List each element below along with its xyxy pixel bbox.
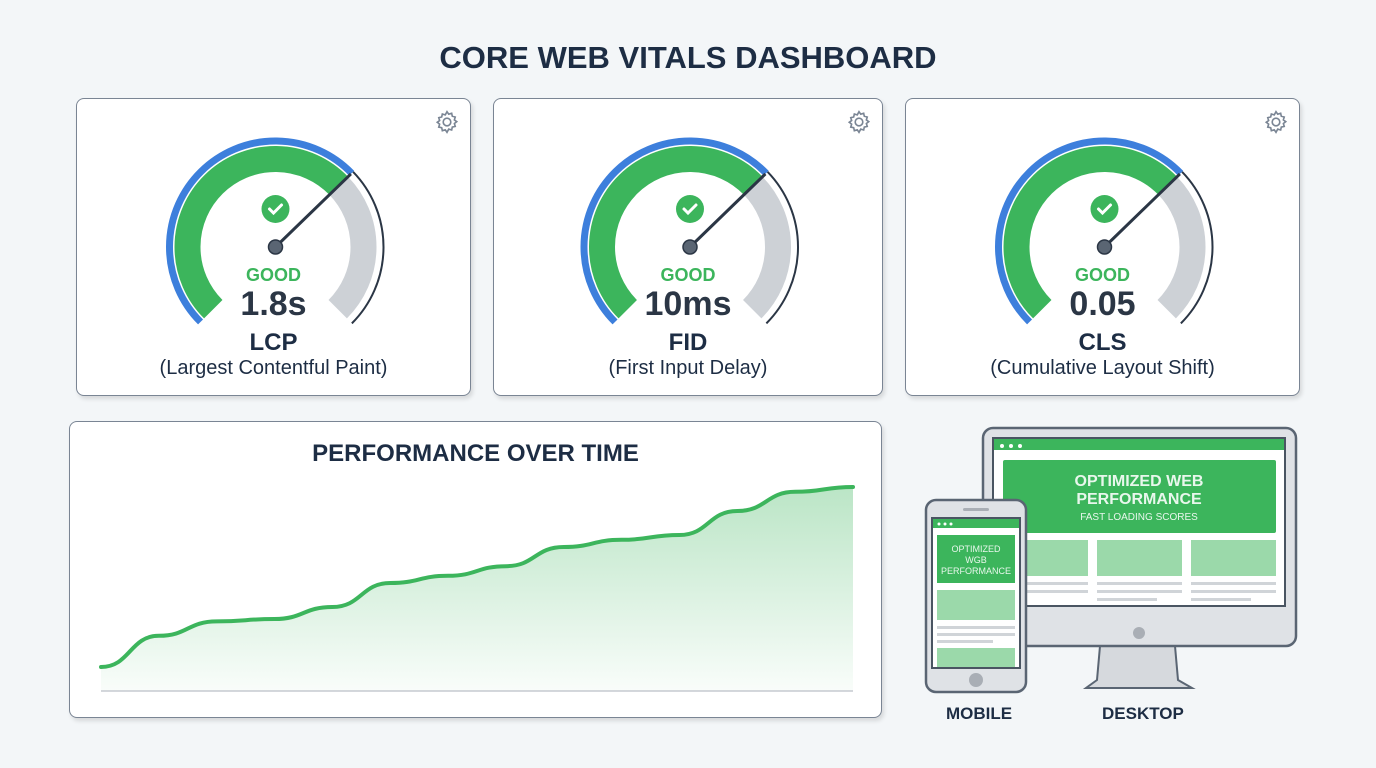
metric-full-name: (Cumulative Layout Shift) [990,357,1215,379]
gauge-needle [688,172,767,249]
mobile-phone: OPTIMIZED WGB PERFORMANCE [924,498,1028,694]
metric-abbr: FID [668,329,708,356]
metric-full-name: (First Input Delay) [608,357,768,379]
chart-line [99,485,855,669]
metric-abbr: CLS [1078,329,1127,356]
gauge-outline-arc [765,171,799,325]
page-title: CORE WEB VITALS DASHBOARD [439,40,937,75]
gauge-grey-arc [1157,176,1206,319]
gauge-grey-arc [328,176,377,319]
gauge-blue-arc [165,137,355,325]
gauge-outline-arc [1180,171,1214,325]
svg-text:PERFORMANCE: PERFORMANCE [941,566,1011,576]
gauge [580,137,799,325]
gauge-blue-arc [580,137,769,325]
gauge-grey-arc [742,176,791,319]
desktop-label: DESKTOP [1102,704,1184,723]
performance-chart [99,485,855,692]
gauge-blue-arc [994,137,1184,325]
gauge-outline-arc [351,171,385,325]
gauge-green-arc [174,145,349,319]
chart-area [101,487,853,691]
gauge [994,137,1214,325]
metric-value: 1.8s [240,285,307,323]
mobile-label: MOBILE [946,704,1013,723]
gear-icon[interactable] [1263,109,1289,135]
svg-text:PERFORMANCE: PERFORMANCE [1076,491,1202,508]
performance-card: PERFORMANCE OVER TIME [69,421,882,718]
metric-full-name: (Largest Contentful Paint) [159,357,388,379]
gauge-green-arc [1003,145,1178,319]
metric-card-lcp: GOOD 1.8s LCP (Largest Contentful Paint) [76,98,471,396]
metric-value: 0.05 [1069,285,1136,323]
status-label: GOOD [245,265,301,285]
gauge-green-arc [588,145,763,319]
metric-card-fid: GOOD 10ms FID (First Input Delay) [493,98,883,396]
gear-icon[interactable] [846,109,872,135]
metric-value: 10ms [644,285,732,323]
metric-abbr: LCP [249,329,298,356]
svg-text:OPTIMIZED: OPTIMIZED [952,544,1001,554]
gear-icon[interactable] [434,109,460,135]
gauge-needle [274,172,352,249]
status-label: GOOD [1074,265,1130,285]
svg-text:WGB: WGB [965,555,987,565]
metric-card-cls: GOOD 0.05 CLS (Cumulative Layout Shift) [905,98,1300,396]
performance-title: PERFORMANCE OVER TIME [312,440,639,467]
gauge [165,137,385,325]
desktop-banner-sub: FAST LOADING SCORES [1080,512,1198,523]
desktop-banner-title: OPTIMIZED WEB [1075,473,1204,490]
gauge-needle [1103,172,1181,249]
desktop-monitor: OPTIMIZED WEB PERFORMANCE FAST LOADING S… [981,426,1298,689]
status-label: GOOD [660,265,716,285]
